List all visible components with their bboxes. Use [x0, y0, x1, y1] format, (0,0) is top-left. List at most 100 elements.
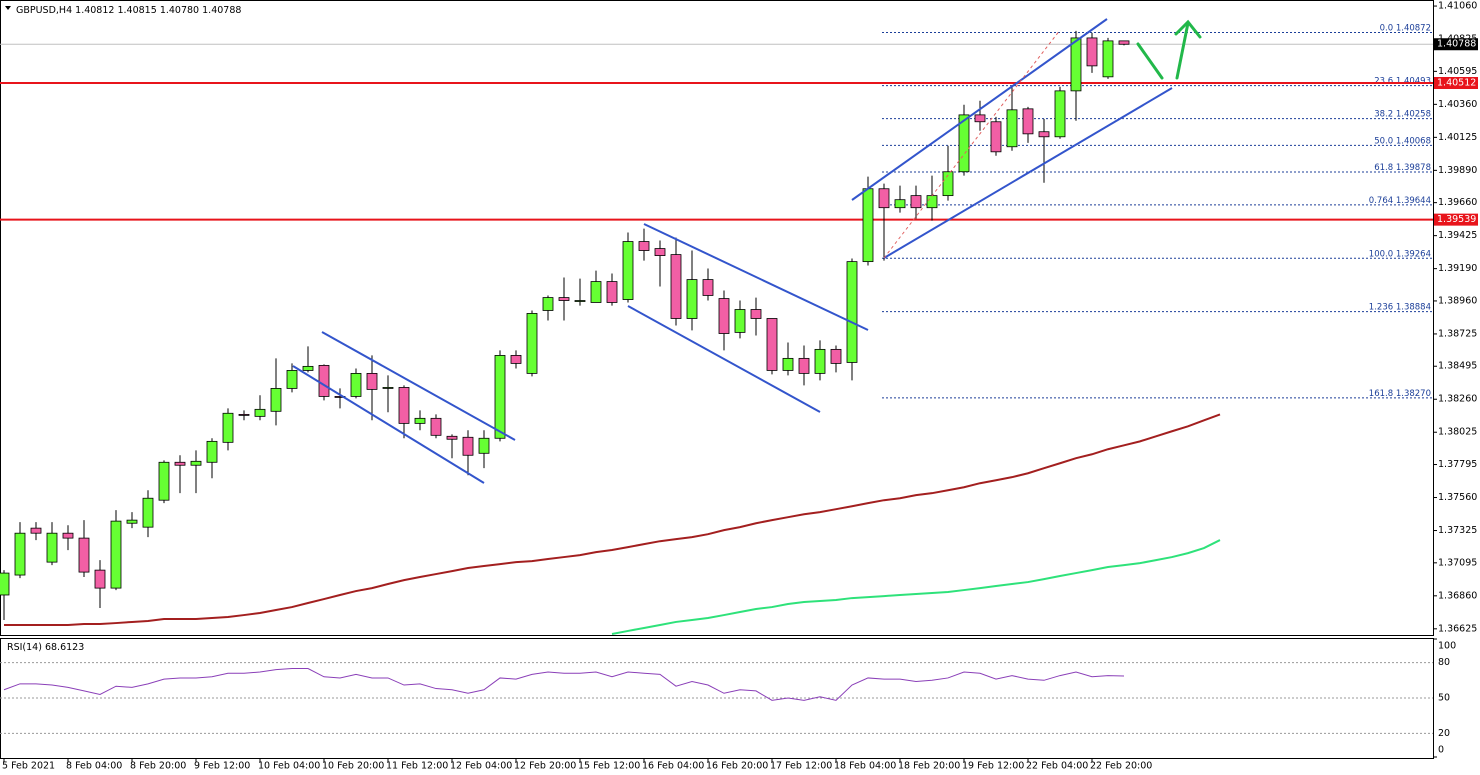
- candle-body: [46, 532, 58, 563]
- candle-body: [526, 313, 538, 374]
- rsi-line: [3, 668, 1125, 701]
- x-tick-label: 16 Feb 20:00: [706, 761, 768, 772]
- level-label: 1.40512: [1437, 78, 1476, 89]
- candle-body: [894, 199, 906, 209]
- price-box: [1434, 38, 1478, 51]
- level-label: 1.39539: [1437, 214, 1476, 225]
- x-tick-label: 15 Feb 12:00: [578, 761, 640, 772]
- candle-body: [1070, 37, 1082, 92]
- candle-body: [142, 497, 154, 528]
- quote: 1.40780: [160, 5, 199, 16]
- candle-body: [798, 357, 810, 374]
- candle-body: [622, 241, 634, 300]
- fib-price: 1.40258: [1396, 109, 1431, 119]
- y-tick-label: 1.36860: [1438, 590, 1477, 601]
- fib-price: 1.38270: [1396, 388, 1431, 398]
- fib-price: 1.39644: [1396, 195, 1431, 205]
- fib-level-name: 1.236: [1369, 302, 1393, 312]
- candle-body: [1054, 90, 1066, 138]
- forecast-arrow: [1136, 19, 1202, 80]
- y-tick-label: 1.37795: [1438, 459, 1477, 470]
- candle-body: [638, 241, 650, 251]
- candle-body: [1086, 37, 1098, 67]
- candle-body: [190, 460, 202, 466]
- fib-level-name: 23.6: [1374, 76, 1393, 86]
- candle-body: [814, 348, 826, 374]
- level-box: [1434, 77, 1478, 90]
- fib-label: 61.8 1.39878: [1374, 163, 1431, 173]
- price-label: 1.40788: [1437, 39, 1476, 50]
- candle-body: [958, 114, 970, 173]
- x-tick-label: 5 Feb 2021: [2, 761, 55, 772]
- y-tick-label: 1.37560: [1438, 492, 1477, 503]
- candle-body: [670, 254, 682, 319]
- candle-body: [254, 408, 266, 417]
- x-tick-label: 22 Feb 20:00: [1090, 761, 1152, 772]
- rsi-tick-label: 100: [1438, 641, 1456, 652]
- candle-body: [398, 387, 410, 424]
- moving-average: [611, 539, 1221, 635]
- x-tick-label: 9 Feb 12:00: [194, 761, 250, 772]
- x-tick-label: 18 Feb 04:00: [834, 761, 896, 772]
- y-tick-label: 1.38725: [1438, 328, 1477, 339]
- x-tick-label: 16 Feb 04:00: [642, 761, 704, 772]
- candle-body: [878, 188, 890, 209]
- fib-level-name: 0.0: [1380, 23, 1394, 33]
- candle-body: [1022, 108, 1034, 135]
- candle-body: [1102, 40, 1114, 78]
- y-tick-label: 1.38495: [1438, 361, 1477, 372]
- trend-line: [627, 305, 821, 413]
- candle-body: [782, 357, 794, 371]
- candle-body: [846, 261, 858, 363]
- candle-body: [158, 461, 170, 501]
- fib-label: 0.0 1.40872: [1380, 23, 1431, 33]
- y-tick-label: 1.39190: [1438, 263, 1477, 274]
- y-tick-label: 1.39425: [1438, 230, 1477, 241]
- candle-body: [686, 279, 698, 319]
- x-tick-label: 12 Feb 04:00: [450, 761, 512, 772]
- candle-body: [766, 318, 778, 371]
- arrow-segment: [1136, 42, 1164, 80]
- candle-body: [110, 520, 122, 589]
- x-tick-label: 8 Feb 20:00: [130, 761, 186, 772]
- candle-body: [270, 388, 282, 412]
- quote: 1.40812: [75, 5, 114, 16]
- candle-body: [302, 365, 314, 371]
- main-pane: [0, 0, 1434, 636]
- candle-body: [14, 532, 26, 576]
- x-tick-label: 10 Feb 20:00: [322, 761, 384, 772]
- candle-body: [1038, 131, 1050, 138]
- rsi-tick-label: 20: [1438, 728, 1450, 739]
- candle-body: [718, 298, 730, 334]
- fib-level-name: 50.0: [1374, 136, 1393, 146]
- quote: 1.40788: [202, 5, 241, 16]
- candle-body: [414, 417, 426, 424]
- fib-label: 38.2 1.40258: [1374, 109, 1431, 119]
- moving-average: [4, 413, 1221, 627]
- y-tick-label: 1.39890: [1438, 165, 1477, 176]
- fib-price: 1.39264: [1396, 249, 1431, 259]
- trend-line: [851, 18, 1108, 201]
- x-tick-label: 18 Feb 20:00: [898, 761, 960, 772]
- y-tick-label: 1.37325: [1438, 525, 1477, 536]
- fib-label: 23.6 1.40493: [1374, 76, 1431, 86]
- candle-body: [702, 279, 714, 296]
- candle-body: [94, 569, 106, 589]
- candle-body: [462, 436, 474, 456]
- candle-body: [1118, 40, 1130, 45]
- fib-level-name: 161.8: [1369, 388, 1393, 398]
- candle-body: [654, 248, 666, 256]
- candle-body: [78, 537, 90, 573]
- candle-body: [990, 121, 1002, 153]
- candle-body: [974, 114, 986, 123]
- candle-body: [590, 281, 602, 303]
- fib-label: 1.236 1.38884: [1369, 302, 1431, 312]
- fib-price: 1.40493: [1396, 76, 1431, 86]
- rsi-title: RSI(14) 68.6123: [7, 642, 84, 653]
- candle-body: [174, 461, 186, 466]
- rsi-tick-label: 80: [1438, 657, 1450, 668]
- rsi-tick-label: 50: [1438, 693, 1450, 704]
- trend-line: [883, 87, 1173, 259]
- candle-body: [606, 281, 618, 303]
